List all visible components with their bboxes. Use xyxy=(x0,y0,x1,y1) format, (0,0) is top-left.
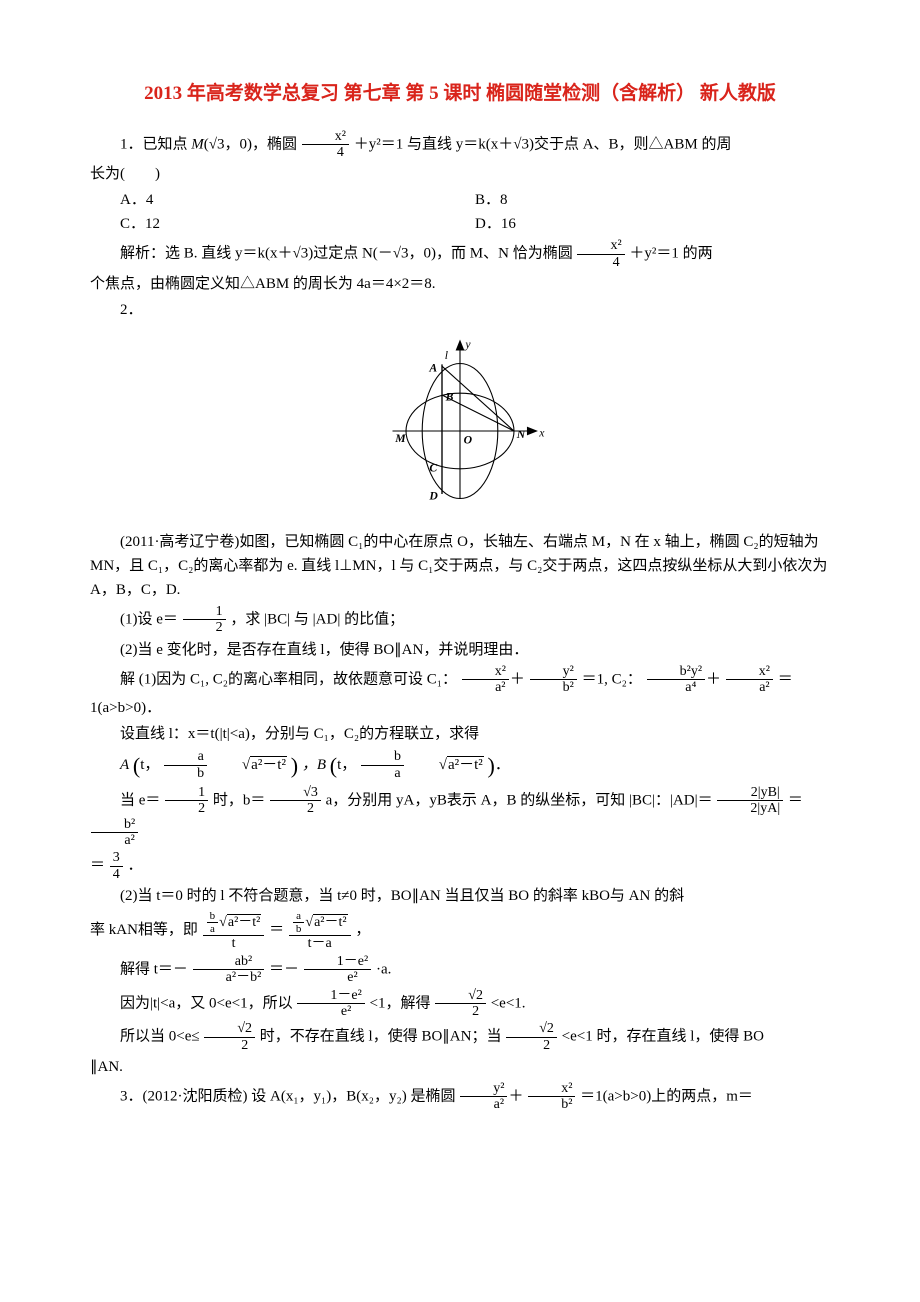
q2-result: ＝ 34 ． xyxy=(90,850,830,882)
q1-sol-tail: 个焦点，由椭圆定义知△ABM 的周长为 4a＝4×2＝8. xyxy=(90,272,830,296)
q2-when-e: 当 e＝ 12 时，b＝ √32 a，分别用 yA，yB表示 A，B 的纵坐标，… xyxy=(90,785,830,849)
q2-context: (2011·高考辽宁卷)如图，已知椭圆 C₁的中心在原点 O，长轴左、右端点 M… xyxy=(90,530,830,602)
q3-stem: 3．(2012·沈阳质检) 设 A(x₁，y₁)，B(x₂，y₂) 是椭圆 y²… xyxy=(90,1081,830,1113)
q2-figure: y l A B M O N x C D xyxy=(90,332,830,520)
q2-sol1: 解 (1)因为 C₁, C₂的离心率相同，故依题意可设 C₁： x²a²＋ y²… xyxy=(90,664,830,720)
q2-abs: 因为|t|<a，又 0<e<1，所以 1－e²e² <1，解得 √22 <e<1… xyxy=(90,988,830,1020)
ellipse-diagram: y l A B M O N x C D xyxy=(370,332,550,512)
q2-sol-line2: 设直线 l：x＝t(|t|<a)，分别与 C₁，C₂的方程联立，求得 xyxy=(90,722,830,746)
q1-optA: A．4 xyxy=(120,188,475,212)
q1-optC: C．12 xyxy=(120,212,475,236)
svg-text:y: y xyxy=(464,338,471,351)
svg-text:N: N xyxy=(516,428,526,441)
svg-text:l: l xyxy=(445,349,448,362)
q1-ellipse-frac: x²4 xyxy=(302,129,349,161)
svg-text:M: M xyxy=(394,432,406,445)
q2-sol2-l2: 率 kAN相等，即 baa²－t² t ＝ aba²－t² t－a ， xyxy=(90,910,830,952)
q2-part2: (2)当 e 变化时，是否存在直线 l，使得 BO∥AN，并说明理由． xyxy=(90,638,830,662)
q1-optD: D．16 xyxy=(475,212,830,236)
svg-text:D: D xyxy=(428,489,438,502)
svg-text:B: B xyxy=(445,390,454,403)
q1-options: A．4 B．8 xyxy=(120,188,830,212)
q2-solve-t: 解得 t＝－ ab²a²－b² ＝－ 1－e²e² ·a. xyxy=(90,954,830,986)
q2-points: A (t， ab a²－t² ) ，B (t， ba a²－t² )． xyxy=(90,748,830,783)
q1-stem-tail: 长为( ) xyxy=(90,162,830,186)
q2-num: 2． xyxy=(90,298,830,322)
svg-text:A: A xyxy=(428,362,437,375)
q1-stem: 1．已知点 M(√3，0)，椭圆 x²4 ＋y²＝1 与直线 y＝k(x＋√3)… xyxy=(90,129,830,161)
q1-optB: B．8 xyxy=(475,188,830,212)
q2-final-tail: ∥AN. xyxy=(90,1055,830,1079)
q2-part1: (1)设 e＝ 12 ，求 |BC| 与 |AD| 的比值； xyxy=(90,604,830,636)
svg-text:O: O xyxy=(464,434,473,447)
q2-final: 所以当 0<e≤ √22 时，不存在直线 l，使得 BO∥AN；当 √22 <e… xyxy=(90,1021,830,1053)
q2-sol2-l1: (2)当 t＝0 时的 l 不符合题意，当 t≠0 时，BO∥AN 当且仅当 B… xyxy=(90,884,830,908)
q1-options-2: C．12 D．16 xyxy=(120,212,830,236)
q1-solution: 解析：选 B. 直线 y＝k(x＋√3)过定点 N(－√3，0)，而 M、N 恰… xyxy=(90,238,830,270)
page-title: 2013 年高考数学总复习 第七章 第 5 课时 椭圆随堂检测（含解析） 新人教… xyxy=(90,80,830,109)
svg-text:C: C xyxy=(429,462,437,475)
svg-text:x: x xyxy=(538,426,545,439)
